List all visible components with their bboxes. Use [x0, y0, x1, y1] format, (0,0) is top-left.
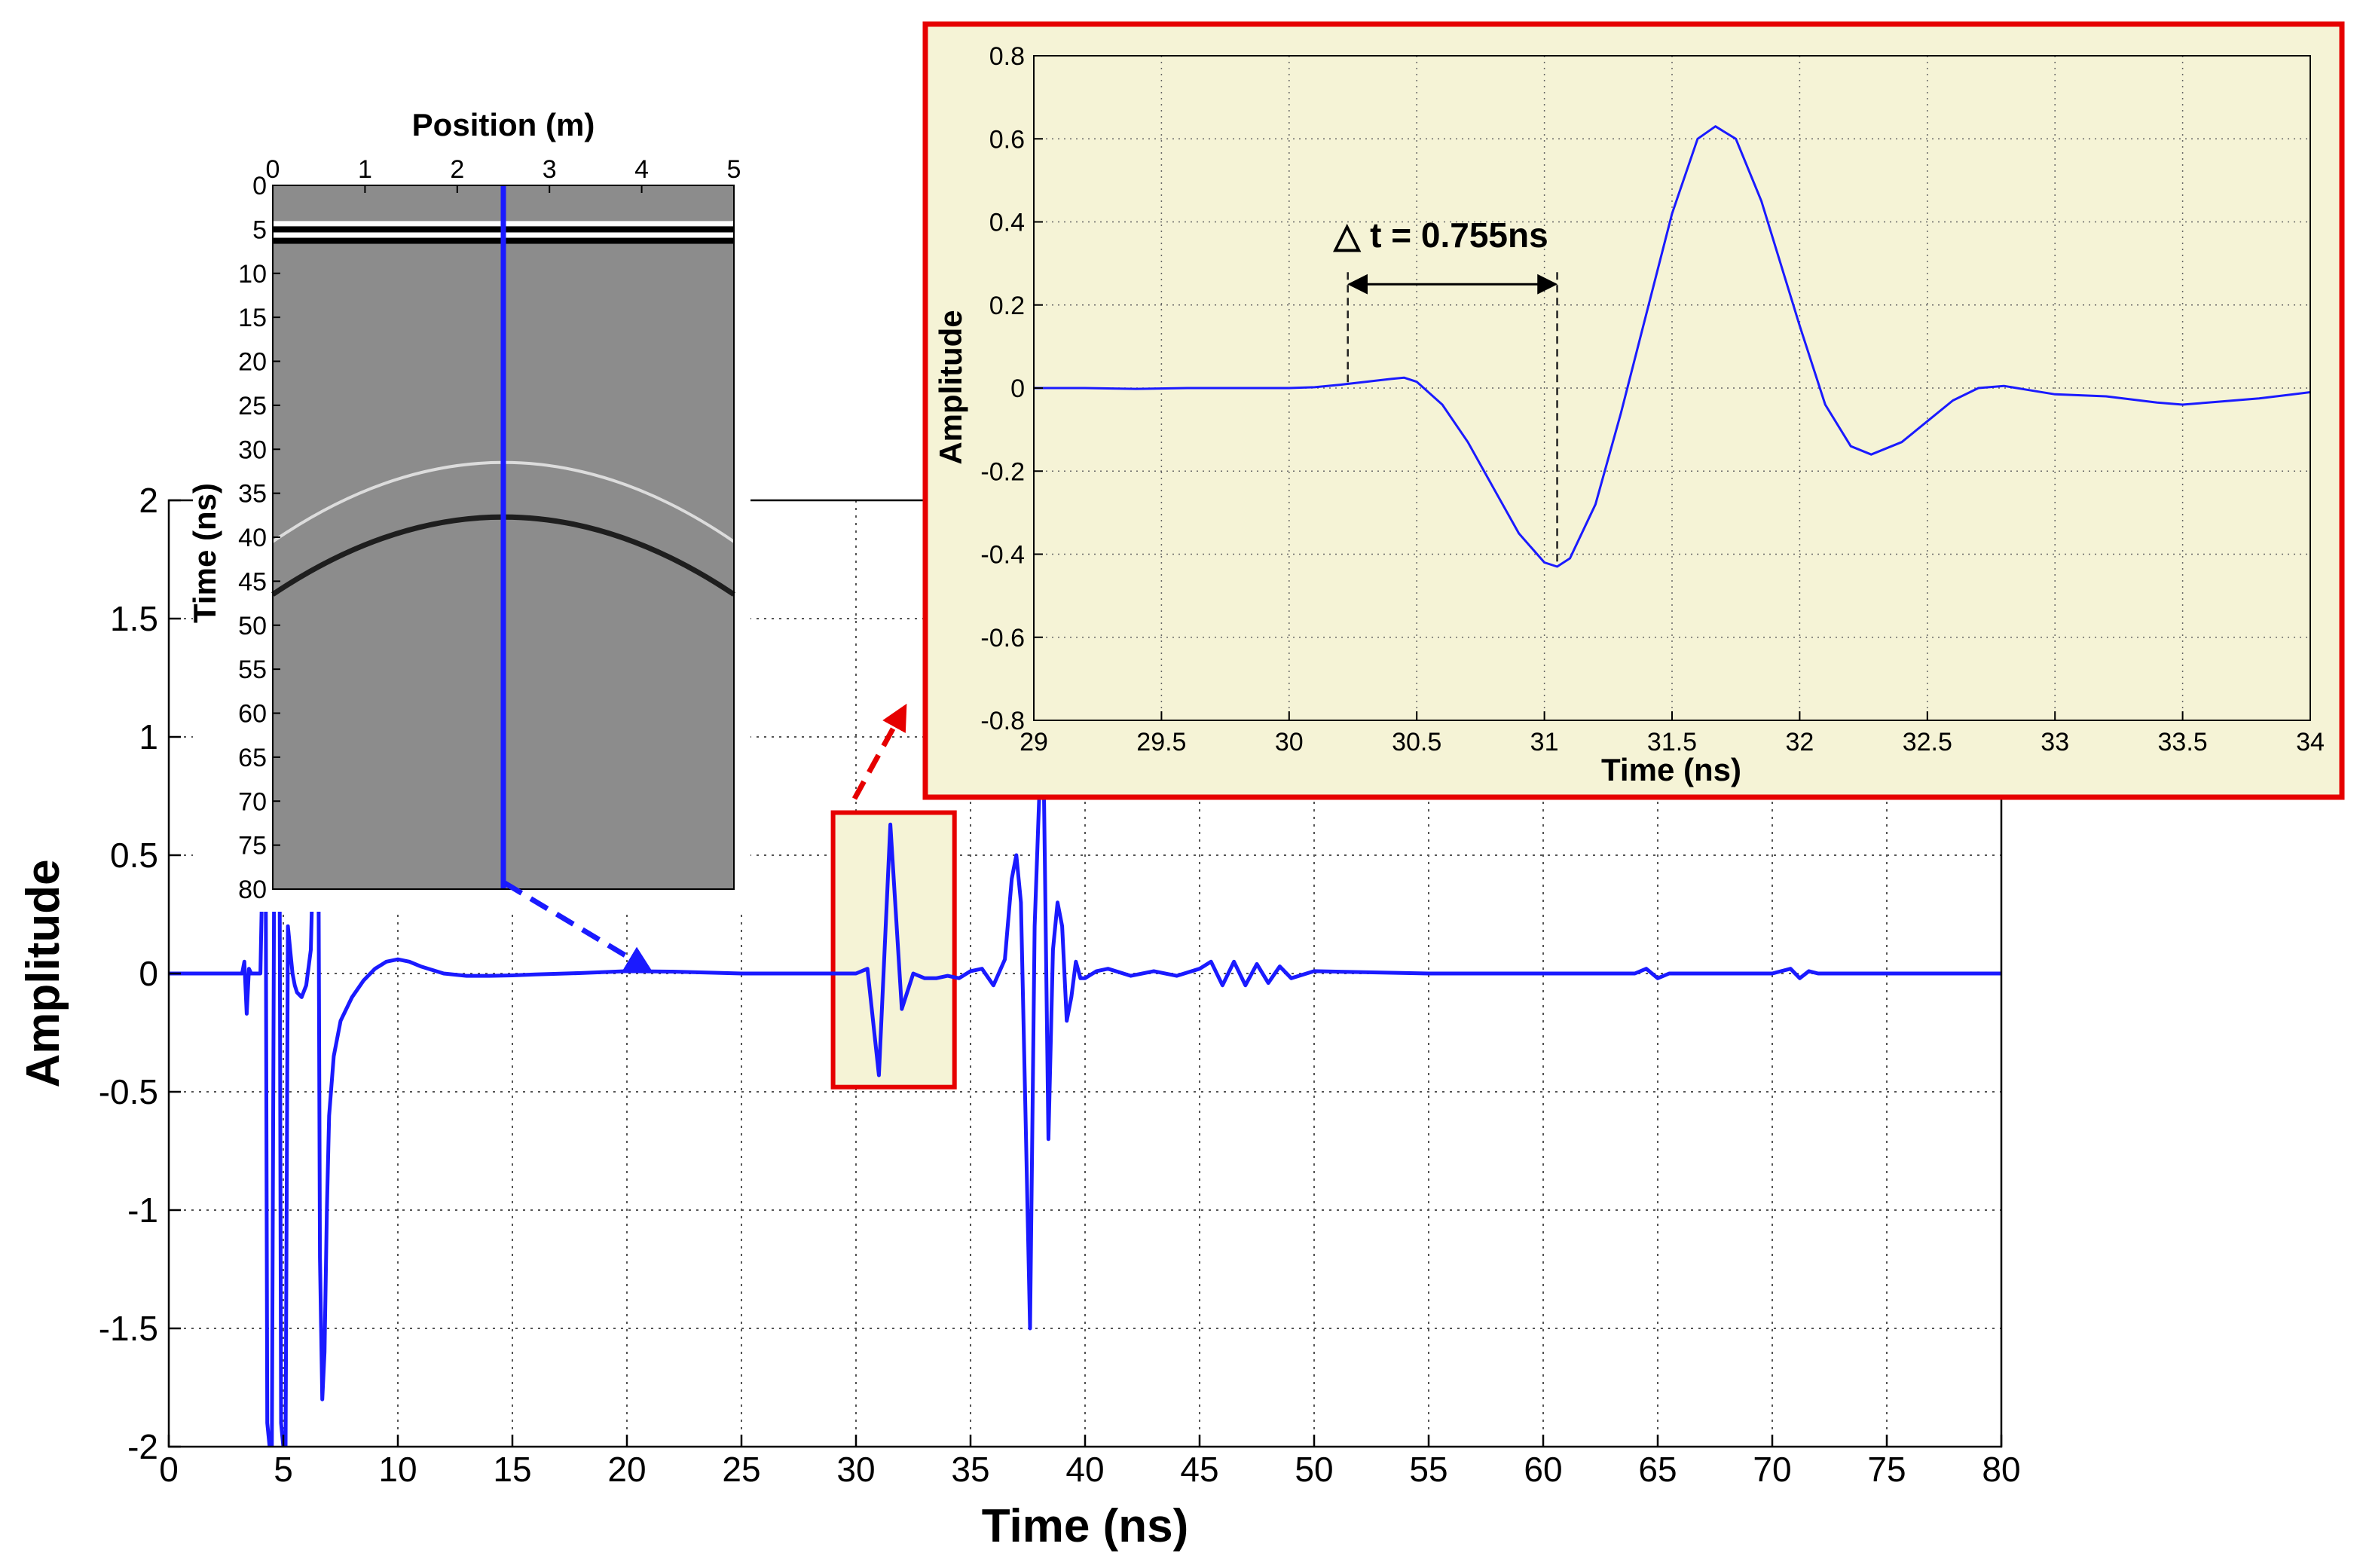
zoom-x-tick-label: 30: [1275, 728, 1304, 756]
zoom-y-tick-label: -0.8: [980, 707, 1025, 735]
radargram-y-tick-label: 40: [238, 524, 267, 552]
main-x-tick-label: 40: [1065, 1450, 1104, 1489]
radargram-x-tick-label: 1: [358, 155, 372, 184]
main-x-tick-label: 75: [1867, 1450, 1906, 1489]
zoom-x-tick-label: 29: [1020, 728, 1048, 756]
radargram-x-tick-label: 0: [266, 155, 280, 184]
zoom-x-tick-label: 34: [2296, 728, 2325, 756]
zoom-series-group: [1034, 125, 2310, 568]
radargram-x-tick-label: 3: [543, 155, 557, 184]
radargram-y-tick-label: 20: [238, 348, 267, 377]
zoom-signal-line: [1034, 125, 2310, 568]
radargram-y-tick-label: 80: [238, 876, 267, 904]
radargram-y-tick-label: 45: [238, 567, 267, 596]
zoom-y-tick-label: 0.2: [989, 292, 1025, 320]
zoom-x-tick-label: 29.5: [1136, 728, 1186, 756]
main-x-tick-label: 5: [274, 1450, 293, 1489]
main-x-tick-label: 55: [1409, 1450, 1447, 1489]
zoom-y-tick-label: 0.4: [989, 209, 1025, 237]
zoom-y-tick-label: 0.8: [989, 42, 1025, 71]
main-y-tick-label: -2: [127, 1427, 158, 1466]
main-x-tick-label: 45: [1180, 1450, 1218, 1489]
zoom-x-tick-label: 31.5: [1647, 728, 1697, 756]
zoom-x-tick-label: 32.5: [1903, 728, 1952, 756]
main-x-tick-label: 30: [836, 1450, 875, 1489]
zoom-y-tick-label: 0.6: [989, 125, 1025, 154]
zoom-x-tick-label: 30.5: [1392, 728, 1441, 756]
main-y-tick-label: 2: [139, 481, 158, 520]
main-x-tick-label: 20: [607, 1450, 646, 1489]
main-series: [169, 521, 2001, 1447]
main-x-tick-label: 10: [378, 1450, 417, 1489]
main-ticks: 0 5 10 15 20 25 30 35 40 45 50 55 60 65 70 75 80-2-1.5-1…: [99, 481, 2021, 1489]
main-x-tick-label: 25: [722, 1450, 760, 1489]
zoom-y-tick-label: -0.6: [980, 624, 1025, 653]
main-x-tick-label: 50: [1295, 1450, 1333, 1489]
zoom-y-tick-label: -0.4: [980, 541, 1025, 570]
radargram-y-tick-label: 65: [238, 744, 267, 772]
zoom-y-tick-label: -0.2: [980, 457, 1025, 486]
main-y-tick-label: 0.5: [110, 836, 158, 875]
delta-t-annotation: △ t = 0.755ns: [1332, 215, 1548, 255]
radargram-y-tick-label: 25: [238, 392, 267, 420]
radargram-y-tick-label: 10: [238, 260, 267, 289]
main-x-tick-label: 35: [951, 1450, 989, 1489]
zoom-x-axis-label: Time (ns): [1601, 752, 1741, 787]
zoom-x-tick-label: 33: [2041, 728, 2069, 756]
main-signal-line: [169, 521, 2001, 1447]
zoom-link-arrow: [851, 703, 907, 800]
radargram-y-axis-label: Time (ns): [187, 483, 222, 623]
zoom-x-tick-label: 31: [1530, 728, 1559, 756]
radargram-y-tick-label: 15: [238, 304, 267, 332]
main-x-tick-label: 80: [1982, 1450, 2020, 1489]
main-x-tick-label: 15: [493, 1450, 531, 1489]
radargram-y-tick-label: 50: [238, 612, 267, 640]
main-y-axis-label: Amplitude: [17, 859, 69, 1087]
zoom-x-tick-label: 33.5: [2158, 728, 2208, 756]
main-y-tick-label: 1.5: [110, 599, 158, 638]
main-y-tick-label: 1: [139, 717, 158, 756]
main-x-tick-label: 70: [1753, 1450, 1791, 1489]
radargram-y-tick-label: 5: [252, 215, 267, 244]
radargram-y-tick-label: 70: [238, 787, 267, 816]
radargram-y-tick-label: 35: [238, 480, 267, 509]
radargram-y-tick-label: 30: [238, 436, 267, 464]
main-x-tick-label: 65: [1638, 1450, 1677, 1489]
main-x-tick-label: 60: [1524, 1450, 1562, 1489]
radargram-y-tick-label: 0: [252, 172, 267, 200]
radargram-y-tick-label: 55: [238, 656, 267, 684]
trace-link-arrow: [503, 880, 653, 972]
main-x-axis-label: Time (ns): [982, 1500, 1188, 1552]
radargram-y-tick-label: 60: [238, 700, 267, 729]
zoom-x-tick-label: 32: [1785, 728, 1814, 756]
main-y-tick-label: 0: [139, 954, 158, 993]
main-x-tick-label: 0: [159, 1450, 179, 1489]
radargram-x-tick-label: 4: [634, 155, 649, 184]
zoom-inset: 29 29.5 30 30.5 31 31.5 32 32.5 33 33.5 34 -0.8 -0.6…: [922, 21, 2345, 800]
radargram-x-tick-label: 5: [727, 155, 741, 184]
main-y-tick-label: -0.5: [99, 1072, 158, 1111]
zoom-y-axis-label: Amplitude: [933, 310, 968, 464]
radargram-x-axis-label: Position (m): [412, 107, 595, 142]
radargram-y-tick-label: 75: [238, 832, 267, 860]
radargram-x-tick-label: 2: [450, 155, 464, 184]
main-y-tick-label: -1.5: [99, 1309, 158, 1348]
main-y-tick-label: -1: [127, 1191, 158, 1230]
zoom-y-tick-label: 0: [1010, 374, 1025, 403]
